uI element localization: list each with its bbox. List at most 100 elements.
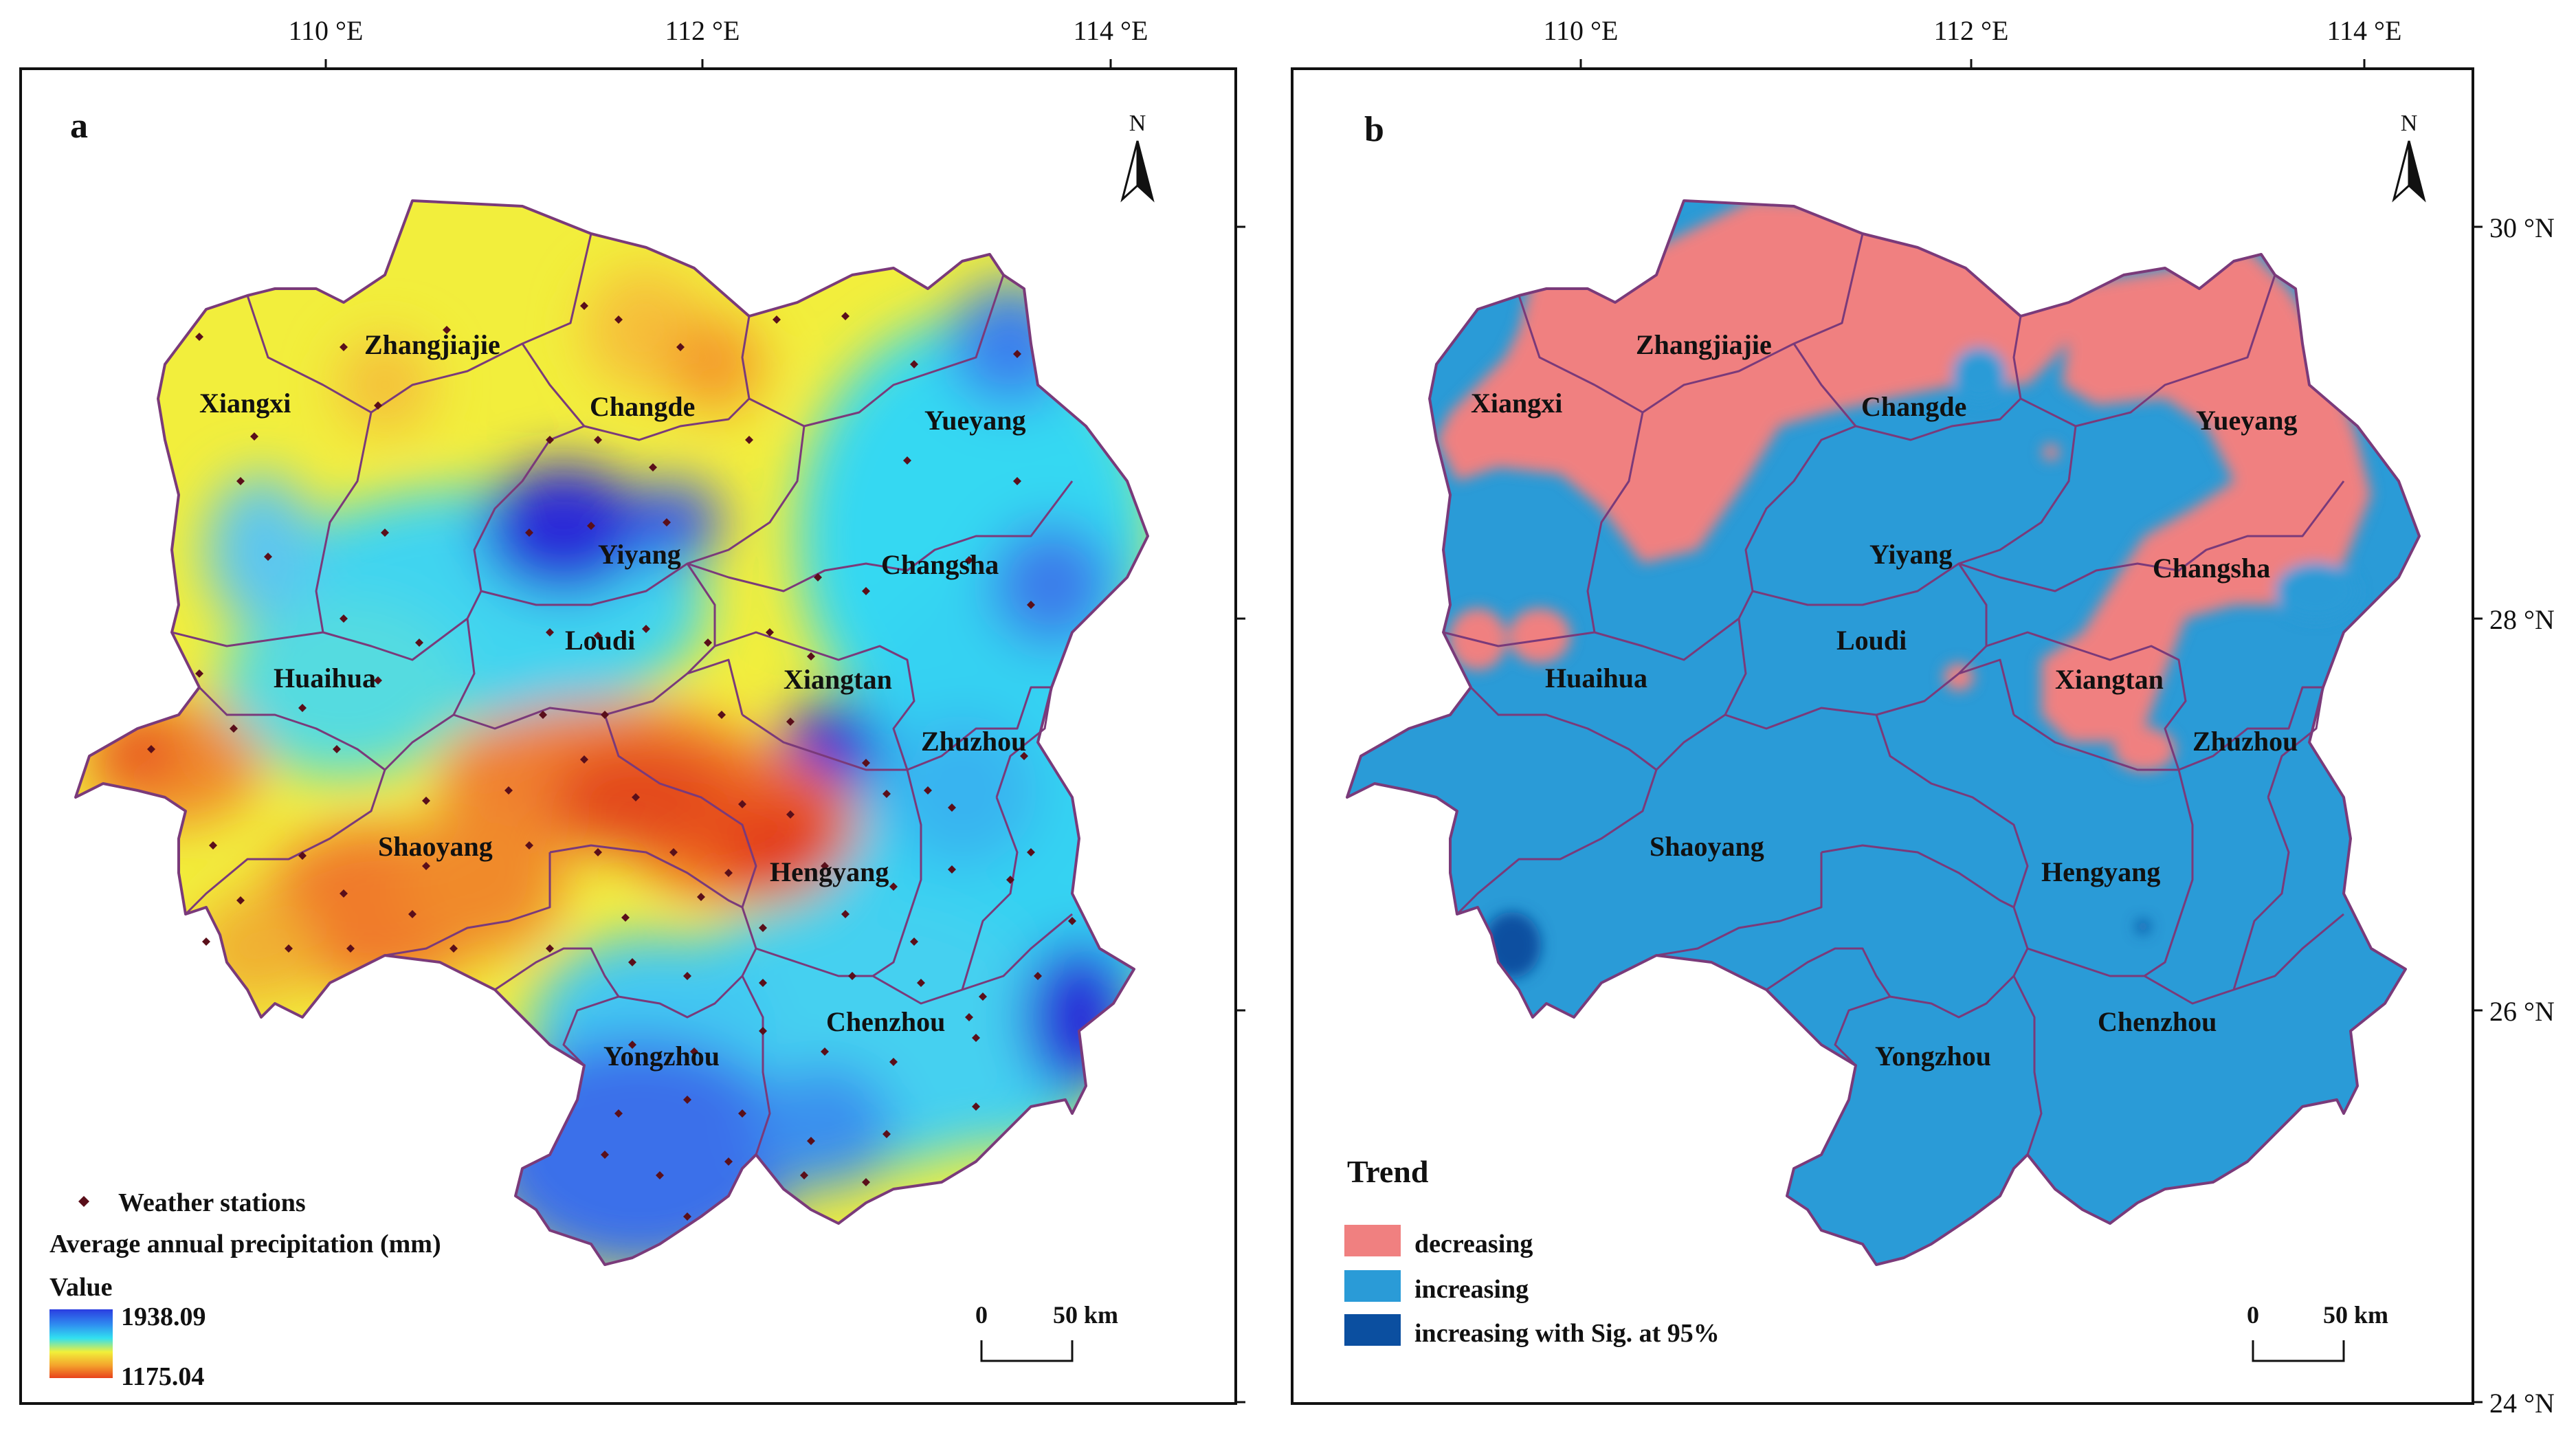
trend-swatch-increasing [1344,1270,1401,1302]
city-label-b-shaoyang: Shaoyang [1650,831,1764,862]
scale-label-b: 50 km [2323,1301,2388,1329]
weather-station-marker [408,910,417,918]
weather-station-marker [814,573,822,581]
city-label-changsha: Changsha [881,549,999,580]
precipitation-legend: Weather stations Average annual precipit… [49,1188,441,1391]
lat-label-24: 24 °N [2489,1388,2555,1419]
city-label-b-xiangxi: Xiangxi [1471,388,1562,419]
lon-label-a-112: 112 °E [665,15,740,46]
city-label-xiangtan: Xiangtan [784,664,892,695]
weather-station-marker [587,522,595,530]
trend-swatch-decreasing [1344,1225,1401,1256]
weather-station-marker [821,862,829,870]
weather-station-marker [628,958,636,966]
weather-station-marker [285,944,293,953]
weather-station-marker [1034,972,1042,980]
panel-a-letter: a [70,107,88,146]
weather-station-marker [979,992,987,1001]
weather-station-marker [759,1027,767,1035]
weather-station-marker [250,432,258,441]
weather-station-marker [264,553,272,561]
lat-label-30: 30 °N [2489,212,2555,243]
weather-station-marker [333,745,341,753]
weather-station-marker [147,745,155,753]
trend-label-decreasing: decreasing [1414,1230,1533,1258]
weather-station-marker [800,1171,808,1179]
weather-station-marker [669,848,678,856]
weather-station-marker [972,1102,980,1111]
top-tick-marks [324,59,2483,1404]
north-arrow-letter: N [1129,111,1146,136]
weather-station-marker [594,848,602,856]
weather-station-marker [632,793,640,801]
weather-station-marker [862,759,870,767]
panel-a-city-labels: Zhangjiajie Xiangxi Changde Yueyang Yiya… [199,329,1026,1072]
legend-stations-label: Weather stations [118,1188,306,1217]
weather-station-marker [628,1041,636,1049]
weather-station-marker [882,790,891,798]
weather-station-marker [642,625,650,633]
weather-station-marker [601,711,609,719]
weather-station-marker [724,869,733,877]
city-label-zhuzhou: Zhuzhou [921,726,1026,757]
city-label-yiyang: Yiyang [598,539,681,570]
weather-station-marker [910,360,918,368]
weather-station-marker [340,614,348,623]
legend-value-heading: Value [49,1273,113,1302]
weather-station-marker [1020,752,1028,760]
weather-station-marker [381,529,389,537]
weather-station-marker [621,913,630,922]
city-label-b-changde: Changde [1861,391,1966,422]
top-longitude-labels: 110 °E 112 °E 114 °E 110 °E 112 °E 114 °… [289,15,2402,46]
weather-station-marker [924,786,932,795]
lon-label-b-110: 110 °E [1544,15,1619,46]
weather-station-marker [972,1034,980,1042]
city-label-b-zhuzhou: Zhuzhou [2192,726,2298,757]
city-label-changde: Changde [590,391,695,422]
trend-label-significant: increasing with Sig. at 95% [1414,1319,1720,1348]
city-label-loudi: Loudi [565,625,635,656]
weather-station-marker [525,841,533,850]
city-label-yueyang: Yueyang [924,405,1025,436]
weather-station-marker [738,1109,746,1118]
weather-station-marker [965,1013,973,1021]
weather-station-marker [759,979,767,987]
weather-station-marker [1006,876,1014,884]
weather-station-marker [443,326,451,334]
city-label-b-zhangjiajie: Zhangjiajie [1636,329,1772,360]
weather-station-marker [676,343,685,351]
weather-stations [147,302,1076,1221]
weather-station-marker [724,1157,733,1166]
weather-station-marker [1013,350,1021,358]
legend-title: Average annual precipitation (mm) [49,1230,441,1258]
weather-station-marker [841,910,850,918]
weather-station-marker [202,938,210,946]
lon-label-a-110: 110 °E [289,15,364,46]
lat-label-28: 28 °N [2489,604,2555,635]
weather-station-marker [546,628,554,636]
weather-station-marker [415,639,423,647]
weather-station-marker [745,436,753,444]
city-label-huaihua: Huaihua [274,663,376,694]
weather-station-marker [821,1047,829,1056]
weather-station-marker [209,841,217,850]
weather-station-marker [910,938,918,946]
weather-station-marker [594,436,602,444]
weather-station-marker [539,711,547,719]
weather-station-marker [759,924,767,932]
weather-station-marker [236,477,245,485]
weather-station-marker [580,755,588,764]
weather-station-marker [525,529,533,537]
weather-station-marker [546,436,554,444]
weather-station-marker [690,1047,698,1056]
weather-station-marker [1027,601,1035,609]
city-label-b-yiyang: Yiyang [1869,539,1953,570]
trend-legend-title: Trend [1347,1154,1429,1189]
city-label-b-yongzhou: Yongzhou [1875,1041,1991,1072]
weather-station-marker [449,944,458,953]
weather-station-marker [786,718,795,726]
panel-a: a [19,67,1237,1405]
scale-bar-a: 0 50 km [975,1301,1118,1362]
weather-station-marker [298,852,307,860]
weather-station-marker [738,800,746,808]
